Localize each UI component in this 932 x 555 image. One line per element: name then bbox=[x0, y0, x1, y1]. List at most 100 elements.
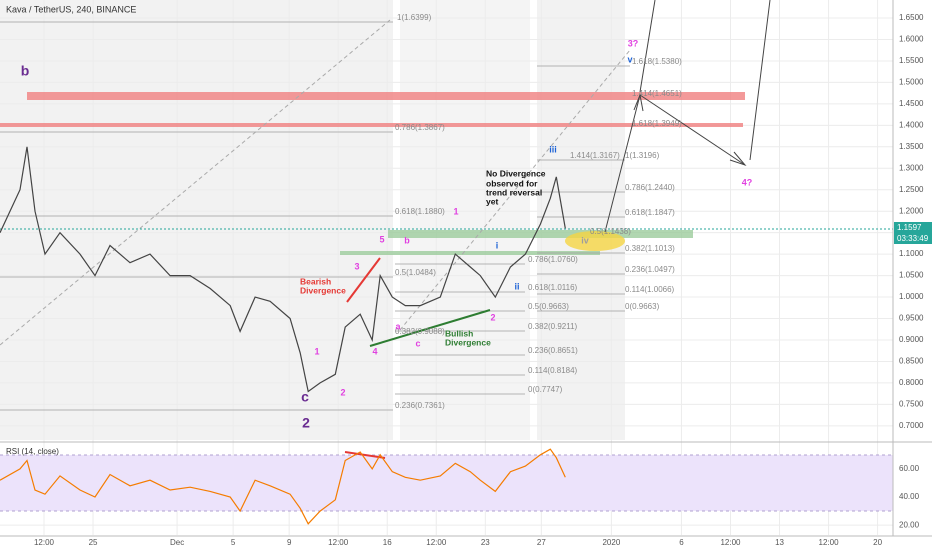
fib-label: 0.236(0.7361) bbox=[395, 401, 445, 410]
fib-label: 1.618(1.5380) bbox=[632, 57, 682, 66]
rsi-title: RSI (14, close) bbox=[6, 447, 59, 456]
rsi-band bbox=[0, 455, 893, 511]
y-tick-label: 0.7000 bbox=[899, 421, 924, 430]
wave-label: b bbox=[21, 63, 30, 79]
fib-label: 0.786(1.2440) bbox=[625, 183, 675, 192]
x-tick-label: 12:00 bbox=[720, 538, 741, 547]
series bbox=[0, 146, 566, 525]
x-tick-label: 25 bbox=[89, 538, 98, 547]
fib-label: 1.618(1.3949) bbox=[632, 119, 682, 128]
x-tick-label: 13 bbox=[775, 538, 784, 547]
countdown-label: 03:33:49 bbox=[897, 234, 929, 243]
x-tick-label: 2020 bbox=[602, 538, 620, 547]
price-line bbox=[0, 146, 566, 393]
x-tick-label: 12:00 bbox=[328, 538, 349, 547]
y-tick-label: 1.0000 bbox=[899, 292, 924, 301]
y-tick-label: 1.4500 bbox=[899, 99, 924, 108]
note: yet bbox=[486, 196, 498, 206]
divergence-line bbox=[346, 257, 381, 303]
y-tick-label: 1.6000 bbox=[899, 35, 924, 44]
rsi-line bbox=[0, 448, 566, 525]
wave-label: c bbox=[415, 338, 420, 348]
fib-label: 0.618(1.1847) bbox=[625, 208, 675, 217]
x-tick-label: 20 bbox=[873, 538, 882, 547]
fib-label: 0.114(1.0066) bbox=[625, 285, 675, 294]
fib-label: 0.382(1.1013) bbox=[625, 244, 675, 253]
wave-label: 1 bbox=[453, 206, 458, 216]
wave-label: v bbox=[627, 54, 632, 64]
fib-label: 1.414(1.3167) bbox=[570, 151, 620, 160]
wave-label: 2 bbox=[490, 312, 495, 322]
y-tick-label: 0.8000 bbox=[899, 378, 924, 387]
y-tick-label: 1.1000 bbox=[899, 249, 924, 258]
fib-label: 0(0.9663) bbox=[625, 302, 660, 311]
fib-label: 0.236(0.8651) bbox=[528, 346, 578, 355]
y-tick-label: 20.00 bbox=[899, 520, 920, 529]
last-price-label: 1.1597 bbox=[897, 223, 922, 232]
shaded-region bbox=[400, 0, 530, 440]
x-tick-label: 12:00 bbox=[34, 538, 55, 547]
y-tick-label: 60.00 bbox=[899, 464, 920, 473]
x-tick-label: 6 bbox=[679, 538, 684, 547]
fib-label: 1.414(1.4651) bbox=[632, 89, 682, 98]
divergence-line bbox=[369, 309, 491, 347]
resistance-zone bbox=[0, 123, 743, 127]
wave-label: 2 bbox=[340, 387, 345, 397]
shaded-region bbox=[0, 0, 393, 440]
fib-label: 1(1.3196) bbox=[625, 151, 660, 160]
fib-label: 0.382(0.9088) bbox=[395, 327, 445, 336]
fib-label: 0.382(0.9211) bbox=[528, 322, 578, 331]
annotations: 1.6500 1.6000 1.5500 1.5000 1.4500 1.4000 1.35… bbox=[21, 13, 924, 547]
fib-label: 0.786(1.3867) bbox=[395, 123, 445, 132]
support-zone bbox=[340, 251, 600, 255]
fib-label: 1(1.6399) bbox=[397, 13, 432, 22]
note: observed for bbox=[486, 178, 538, 188]
x-tick-label: 5 bbox=[231, 538, 236, 547]
y-tick-label: 0.9000 bbox=[899, 335, 924, 344]
fib-label: 0.114(0.8184) bbox=[528, 366, 578, 375]
fib-label: 0.5(0.9663) bbox=[528, 302, 569, 311]
wave-label: 4 bbox=[372, 346, 377, 356]
chart-title: Kava / TetherUS, 240, BINANCE bbox=[6, 4, 136, 14]
y-tick-label: 1.0500 bbox=[899, 271, 924, 280]
wave-label: i bbox=[496, 240, 499, 250]
y-tick-label: 1.5000 bbox=[899, 78, 924, 87]
x-tick-label: 12:00 bbox=[426, 538, 447, 547]
wave-label: b bbox=[404, 235, 410, 245]
y-tick-label: 1.3000 bbox=[899, 163, 924, 172]
y-tick-label: 0.9500 bbox=[899, 314, 924, 323]
note: Divergence bbox=[445, 337, 491, 347]
fib-label: 0.5(1.0484) bbox=[395, 268, 436, 277]
last-price-tag bbox=[894, 222, 932, 244]
note: trend reversal bbox=[486, 187, 542, 197]
wave-label: iii bbox=[549, 144, 557, 154]
trend-line bbox=[399, 49, 631, 331]
y-tick-label: 1.6500 bbox=[899, 13, 924, 22]
wave-label: ii bbox=[514, 281, 519, 291]
y-tick-label: 1.4000 bbox=[899, 120, 924, 129]
wave-label: 3 bbox=[354, 261, 359, 271]
wave-label: 5 bbox=[379, 234, 384, 244]
fib-label: 0.786(1.0760) bbox=[528, 255, 578, 264]
y-tick-label: 1.2500 bbox=[899, 185, 924, 194]
fib-label: 0.618(1.1880) bbox=[395, 207, 445, 216]
note: Bullish bbox=[445, 328, 473, 338]
y-tick-label: 40.00 bbox=[899, 492, 920, 501]
x-tick-label: 23 bbox=[481, 538, 490, 547]
x-tick-label: 9 bbox=[287, 538, 292, 547]
wave-label: 3? bbox=[628, 38, 639, 48]
support-zone bbox=[388, 230, 693, 238]
fib-label: 0(0.7747) bbox=[528, 385, 563, 394]
projection-arrows bbox=[604, 0, 771, 233]
resistance-zone bbox=[27, 92, 745, 100]
fib-label: 0.618(1.0116) bbox=[528, 283, 578, 292]
y-tick-label: 1.5500 bbox=[899, 56, 924, 65]
note: Bearish bbox=[300, 276, 331, 286]
wave-label: 1 bbox=[314, 346, 319, 356]
wave-label: 2 bbox=[302, 415, 310, 431]
x-tick-label: 16 bbox=[383, 538, 392, 547]
note: Divergence bbox=[300, 285, 346, 295]
wave-label: a bbox=[395, 321, 401, 331]
fib-label: 0.5(1.1438) bbox=[590, 227, 631, 236]
